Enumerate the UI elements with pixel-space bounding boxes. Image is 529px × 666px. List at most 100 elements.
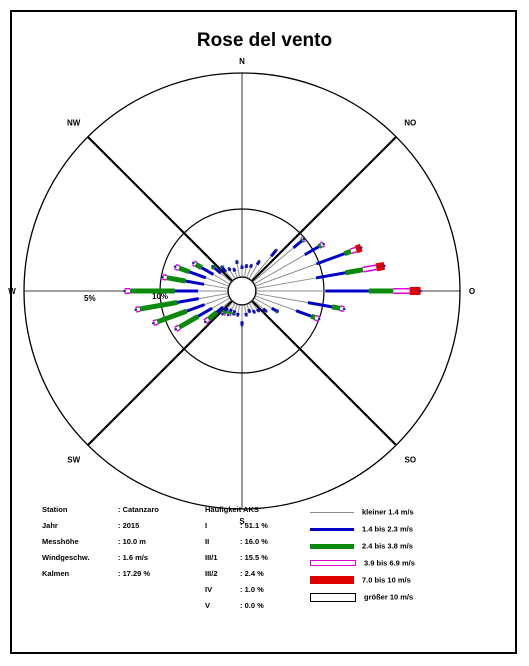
direction-label: S (239, 517, 245, 526)
station-info-labels: Station Jahr Messhöhe Windgeschw. Kalmen (42, 504, 90, 584)
legend-label: kleiner 1.4 m/s (362, 507, 414, 517)
rose-segment (204, 283, 229, 290)
rose-segment (304, 245, 320, 257)
rose-segment (234, 303, 238, 311)
rose-segment (253, 297, 273, 309)
rose-tip (276, 310, 279, 313)
info-label: Jahr (42, 521, 58, 530)
rose-segment (215, 305, 224, 314)
rose-segment (177, 297, 200, 304)
rose-segment (315, 271, 346, 280)
axis-spoke (87, 300, 233, 446)
legend-swatch (310, 527, 354, 531)
axis-spoke (251, 136, 397, 282)
rose-segment (204, 295, 230, 306)
legend-item: 7.0 bis 10 m/s (310, 575, 411, 591)
rose-segment (343, 248, 352, 257)
rose-segment (231, 302, 236, 310)
rose-segment (205, 277, 230, 287)
direction-label: SW (67, 455, 80, 464)
rose-segment (186, 303, 206, 313)
rose-tip (257, 259, 261, 263)
rose-segment (211, 297, 231, 309)
rose-segment (156, 308, 188, 325)
info-label: Kalmen (42, 569, 70, 578)
info-label: Station (42, 505, 68, 514)
rose-tip (192, 261, 195, 265)
rose-segment (250, 255, 272, 281)
frequency-value: : 16.0 % (240, 537, 268, 546)
rose-segment (166, 275, 186, 284)
rose-segment (213, 266, 222, 275)
rose-tip (419, 289, 422, 293)
rose-segment (237, 304, 241, 313)
rose-segment (198, 292, 229, 300)
legend-label: 3.9 bis 6.9 m/s (364, 558, 415, 568)
info-label: Windgeschw. (42, 553, 90, 562)
rose-segment (253, 254, 306, 285)
rose-tip (257, 309, 261, 313)
rose-segment (221, 266, 228, 273)
legend-item: 2.4 bis 3.8 m/s (310, 541, 413, 557)
rose-tip (211, 264, 214, 268)
legend-label: 7.0 bis 10 m/s (362, 575, 411, 585)
frequency-value: : 1.0 % (240, 585, 264, 594)
rose-segment (254, 295, 297, 312)
rose-tip (220, 265, 223, 269)
frequency-class: III/1 (205, 553, 218, 562)
rose-segment (248, 264, 258, 280)
rose-segment (243, 304, 247, 313)
rose-tip (174, 327, 177, 331)
rose-tip (250, 263, 253, 267)
direction-label: W (8, 287, 16, 296)
calm-circle (227, 276, 257, 306)
rose-segment (362, 265, 377, 272)
rose-segment (248, 302, 254, 311)
rose-segment (307, 301, 333, 309)
axis-spoke (251, 300, 397, 446)
rose-segment (222, 299, 232, 308)
station-info-values: : Catanzaro : 2015 : 10.0 m : 1.6 m/s : … (118, 504, 159, 584)
rose-tip (161, 275, 164, 279)
frequency-class: V (205, 601, 211, 610)
direction-label: N (239, 57, 245, 66)
legend-swatch (310, 543, 354, 549)
rose-segment (200, 266, 215, 276)
info-value: : 2015 (118, 521, 140, 530)
rose-segment (232, 310, 237, 314)
rose-segment (139, 299, 178, 312)
rose-tip (203, 320, 207, 324)
rose-segment (345, 267, 364, 276)
rose-segment (246, 267, 251, 279)
rose-segment (254, 263, 317, 287)
rose-tip (152, 321, 155, 325)
legend-swatch (310, 560, 356, 567)
rose-segment (221, 309, 228, 315)
rose-segment (252, 247, 294, 283)
rose-segment (213, 274, 231, 285)
rose-segment (227, 301, 234, 309)
rose-segment (194, 262, 203, 270)
axis-spoke (87, 136, 233, 282)
rose-segment (292, 239, 303, 250)
ring-label: 10% (152, 292, 168, 301)
legend-item: kleiner 1.4 m/s (310, 507, 414, 523)
rose-segment (317, 243, 323, 249)
legend-swatch (310, 576, 354, 585)
rose-segment (234, 271, 238, 279)
frequency-value: : 15.5 % (240, 553, 268, 562)
rose-tip (235, 259, 239, 263)
rose-tip (383, 264, 386, 268)
info-value: : Catanzaro (118, 505, 159, 514)
rose-segment (331, 304, 341, 311)
rose-tip (232, 267, 236, 271)
direction-label: SO (405, 455, 417, 464)
rose-tip (264, 310, 268, 313)
rose-segment (315, 252, 346, 266)
rose-segment (223, 307, 229, 313)
rose-segment (206, 310, 219, 322)
rose-segment (246, 303, 250, 310)
frequency-class: IV (205, 585, 213, 594)
rose-segment (250, 301, 258, 310)
